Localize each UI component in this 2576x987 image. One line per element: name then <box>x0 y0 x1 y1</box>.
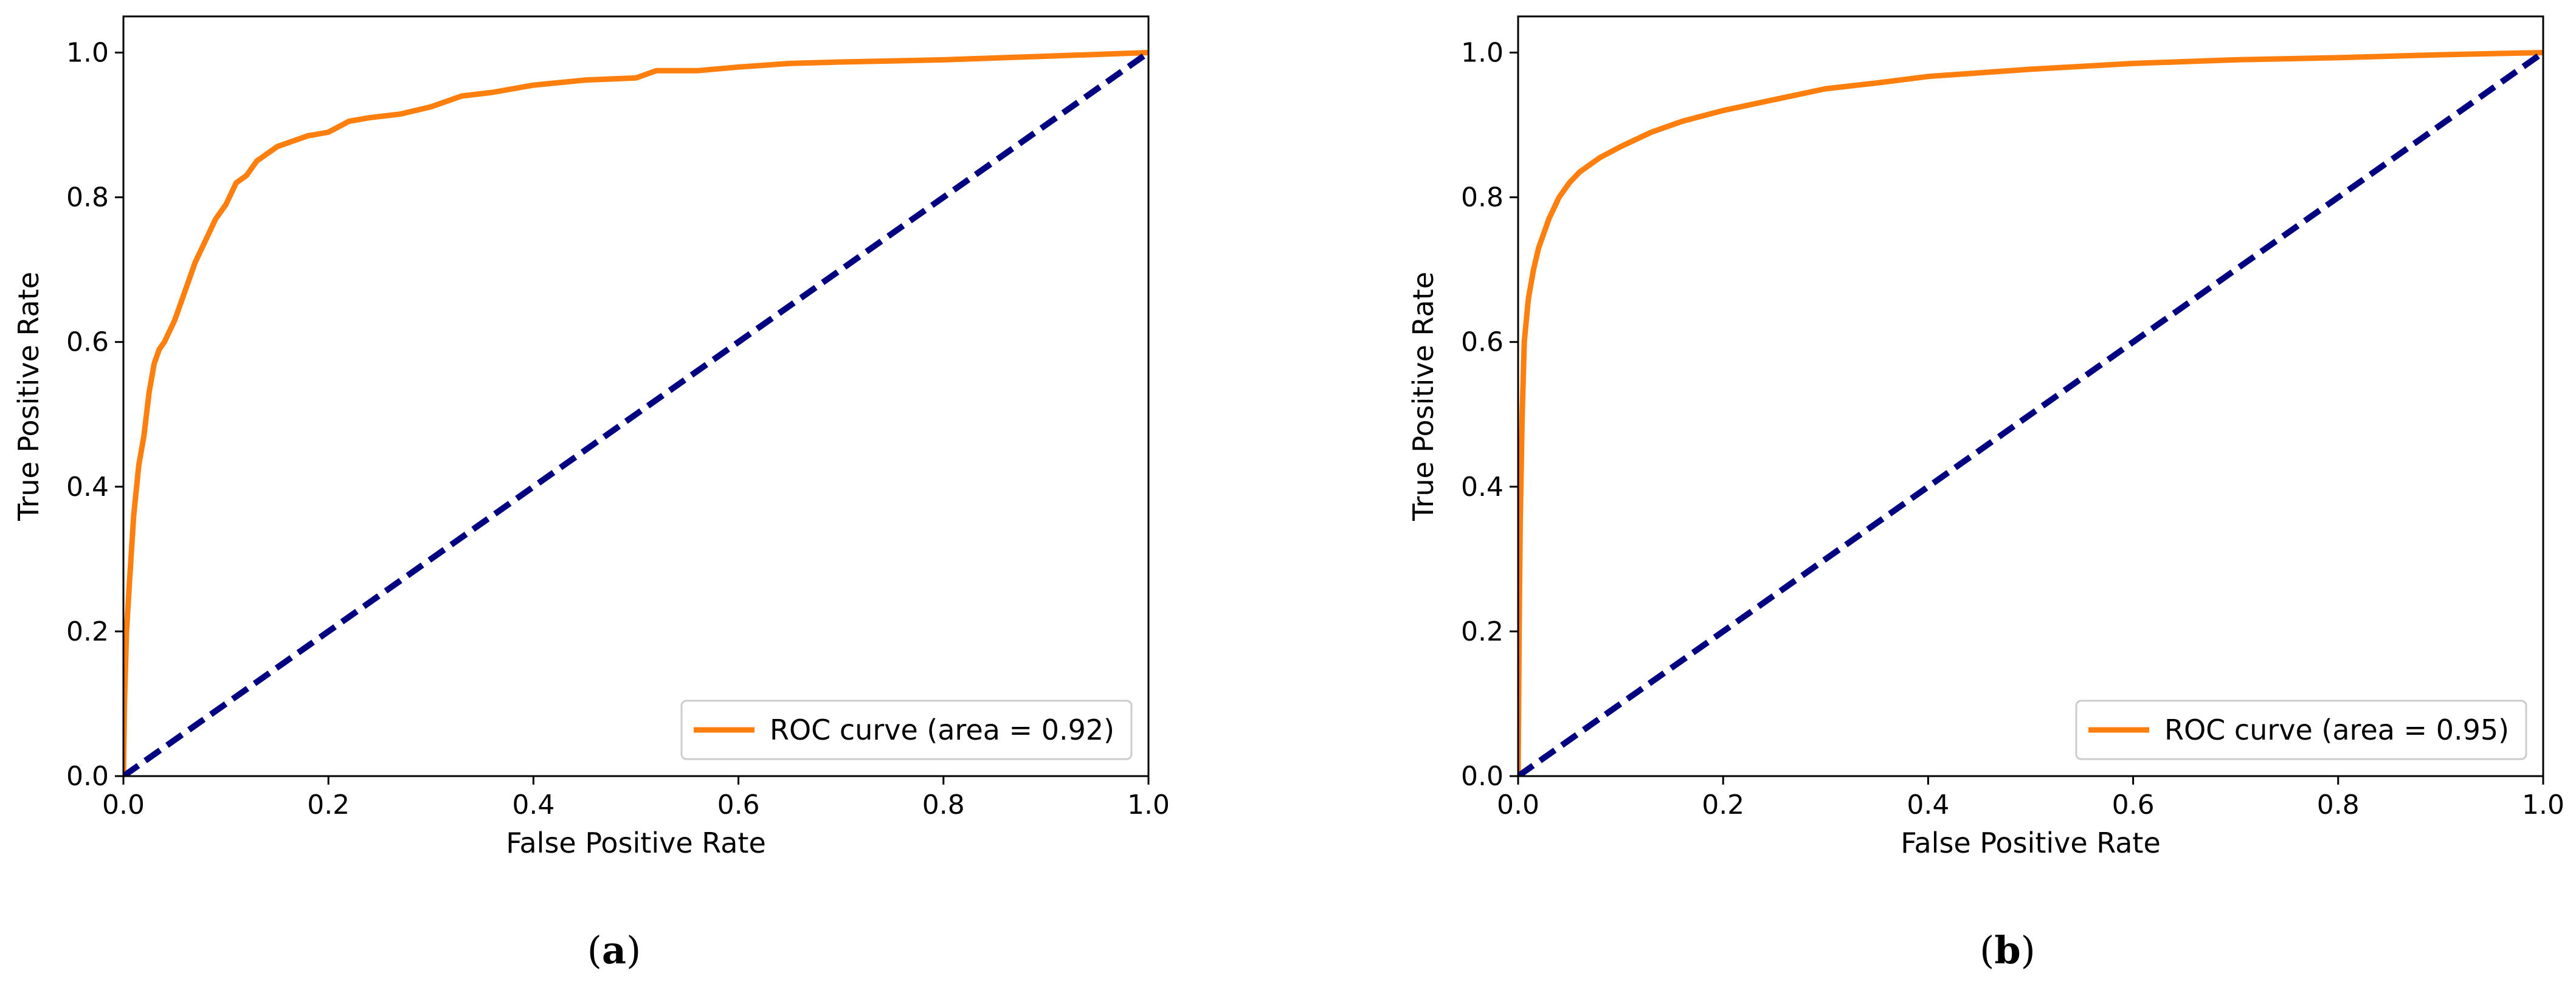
caption-letter: a <box>602 928 626 972</box>
y-axis-title: True Positive Rate <box>12 272 45 521</box>
legend-box <box>680 700 1133 760</box>
panel-caption: (a) <box>587 928 641 972</box>
x-tick-label: 1.0 <box>2522 789 2564 820</box>
x-tick-label: 0.6 <box>2112 789 2155 820</box>
x-axis-title: False Positive Rate <box>506 827 766 859</box>
legend-label: ROC curve (area = 0.95) <box>2164 714 2509 746</box>
y-tick-label: 0.6 <box>66 327 109 358</box>
caption-open-paren: ( <box>1980 928 1994 972</box>
x-tick-label: 0.6 <box>717 789 760 820</box>
legend-box <box>2075 700 2527 760</box>
x-tick-label: 0.8 <box>922 789 965 820</box>
y-tick-label: 0.2 <box>1461 616 1504 647</box>
x-tick-label: 0.4 <box>1907 789 1949 820</box>
x-tick-label: 0.4 <box>512 789 554 820</box>
y-tick-label: 1.0 <box>66 38 109 69</box>
caption-close-paren: ) <box>2021 928 2036 972</box>
x-tick-label: 0.2 <box>307 789 350 820</box>
plot-frame <box>122 15 1150 777</box>
y-tick-label: 0.8 <box>66 182 109 213</box>
legend-label: ROC curve (area = 0.92) <box>770 714 1114 746</box>
y-tick-label: 0.6 <box>1461 327 1504 358</box>
chance-diagonal-line <box>1518 50 2543 776</box>
plot-frame <box>1517 15 2544 777</box>
chance-diagonal-line <box>123 50 1148 776</box>
x-tick-label: 0.2 <box>1702 789 1744 820</box>
roc-curve-line <box>123 50 1148 776</box>
x-tick-label: 0.0 <box>1497 789 1539 820</box>
y-tick-label: 0.2 <box>66 616 109 647</box>
y-tick-label: 1.0 <box>1461 38 1504 69</box>
y-tick-label: 0.8 <box>1461 182 1504 213</box>
panel-caption: (b) <box>1980 928 2036 972</box>
x-tick-label: 1.0 <box>1127 789 1170 820</box>
y-tick-label: 0.0 <box>66 761 109 792</box>
legend: ROC curve (area = 0.92) <box>680 700 1133 760</box>
caption-close-paren: ) <box>626 928 641 972</box>
roc-curve-line <box>1518 50 2543 776</box>
y-tick-label: 0.0 <box>1461 761 1504 792</box>
legend: ROC curve (area = 0.95) <box>2075 700 2527 760</box>
y-axis-title: True Positive Rate <box>1407 272 1440 521</box>
roc-panel-a: 0.0 0.2 0.4 0.6 0.8 1.0 0.0 0.2 0.4 0.6 0.8 1.0 Fals… <box>12 15 1170 972</box>
caption-open-paren: ( <box>587 928 602 972</box>
x-tick-label: 0.8 <box>2317 789 2360 820</box>
x-tick-label: 0.0 <box>102 789 145 820</box>
roc-panel-b: 0.0 0.2 0.4 0.6 0.8 1.0 0.0 0.2 0.4 0.6 0.8 1.0 Fals… <box>1407 15 2564 972</box>
y-tick-label: 0.4 <box>1461 472 1504 503</box>
x-axis-title: False Positive Rate <box>1901 827 2161 859</box>
y-tick-label: 0.4 <box>66 472 109 503</box>
caption-letter: b <box>1994 928 2020 972</box>
